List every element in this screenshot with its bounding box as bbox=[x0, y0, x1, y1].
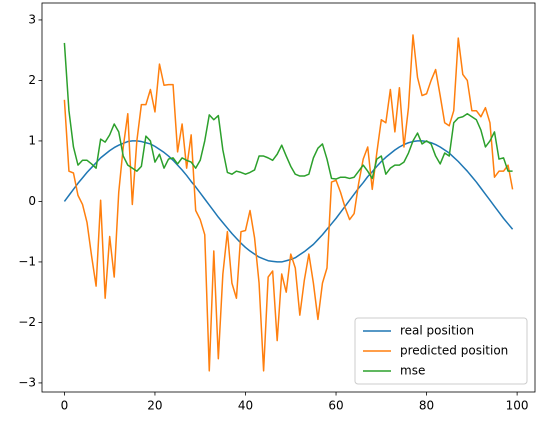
x-tick-label: 60 bbox=[328, 399, 343, 413]
x-tick-label: 20 bbox=[147, 399, 162, 413]
y-tick-label: 1 bbox=[28, 133, 36, 147]
legend-label: predicted position bbox=[400, 344, 508, 358]
legend-label: mse bbox=[400, 364, 425, 378]
x-tick-label: 80 bbox=[419, 399, 434, 413]
legend-box bbox=[354, 317, 528, 385]
x-tick-label: 0 bbox=[61, 399, 69, 413]
legend-label: real position bbox=[400, 324, 474, 338]
series-line bbox=[63, 140, 514, 263]
series-line bbox=[63, 42, 513, 180]
y-tick-label: 2 bbox=[28, 73, 36, 87]
x-tick-label: 40 bbox=[238, 399, 253, 413]
y-tick-label: −1 bbox=[18, 254, 36, 268]
x-tick-label: 100 bbox=[506, 399, 529, 413]
y-tick-label: 0 bbox=[28, 194, 36, 208]
y-tick-label: −3 bbox=[18, 375, 36, 389]
series-line bbox=[63, 34, 514, 372]
plot-frame bbox=[41, 2, 536, 393]
y-tick-label: 3 bbox=[28, 12, 36, 26]
y-tick-label: −2 bbox=[18, 315, 36, 329]
